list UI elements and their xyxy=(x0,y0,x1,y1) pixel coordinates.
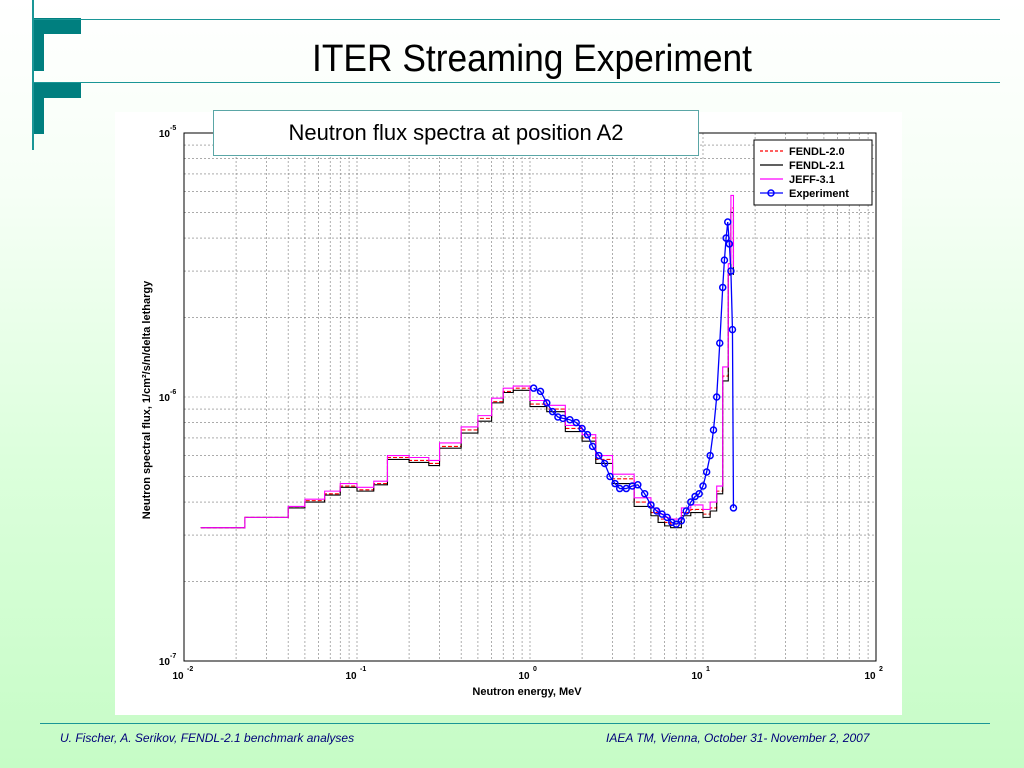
series-line-experiment xyxy=(533,221,735,525)
data-point-experiment xyxy=(695,490,703,498)
x-tick-label: 10 xyxy=(518,671,530,682)
y-tick-exponent: -5 xyxy=(170,125,176,132)
x-tick-exponent: 1 xyxy=(706,666,710,673)
accent-bar-top-vertical xyxy=(34,18,44,71)
series-line-fendl-2-1 xyxy=(200,211,735,529)
data-point-experiment xyxy=(583,430,592,439)
y-axis-label: Neutron spectral flux, 1/cm²/s/n/delta l… xyxy=(141,280,153,519)
x-axis-label: Neutron energy, MeV xyxy=(472,686,582,698)
y-tick-labels: 10-710-610-5 xyxy=(159,125,176,668)
data-point-experiment xyxy=(728,325,737,334)
data-point-experiment xyxy=(566,416,574,424)
data-point-experiment xyxy=(720,256,729,264)
chart-subtitle: Neutron flux spectra at position A2 xyxy=(213,110,699,156)
data-point-experiment xyxy=(718,283,727,292)
frame-line-below-title xyxy=(34,82,1000,83)
data-point-experiment xyxy=(706,451,714,460)
frame-line-top xyxy=(34,19,1000,20)
legend-label-fendl-2-1: FENDL-2.1 xyxy=(789,160,845,172)
data-point-experiment xyxy=(529,384,538,392)
x-tick-exponent: -2 xyxy=(187,666,193,673)
data-point-experiment xyxy=(677,516,686,525)
y-tick-label: 10 xyxy=(159,393,171,404)
accent-bar-top xyxy=(34,18,81,34)
data-point-experiment xyxy=(595,451,603,460)
series-line-jeff-3-1 xyxy=(200,194,735,529)
data-point-experiment xyxy=(652,507,661,515)
legend-label-jeff-3-1: JEFF-3.1 xyxy=(789,174,835,186)
data-point-experiment xyxy=(699,482,707,490)
data-point-experiment xyxy=(543,399,551,407)
data-point-experiment xyxy=(600,459,609,468)
legend-label-fendl-2-0: FENDL-2.0 xyxy=(789,146,845,158)
legend-marker-experiment xyxy=(767,189,775,197)
y-tick-label: 10 xyxy=(159,129,171,140)
accent-bar-bottom xyxy=(34,82,81,98)
x-tick-exponent: 0 xyxy=(533,666,537,673)
data-point-experiment xyxy=(572,418,580,427)
slide-title: ITER Streaming Experiment xyxy=(312,38,752,80)
x-tick-label: 10 xyxy=(691,671,703,682)
data-point-experiment xyxy=(578,424,586,433)
data-point-experiment xyxy=(606,472,614,481)
y-tick-exponent: -7 xyxy=(170,653,176,660)
footer-authors: U. Fischer, A. Serikov, FENDL-2.1 benchm… xyxy=(60,731,355,745)
data-point-experiment xyxy=(548,407,557,416)
data-point-experiment xyxy=(536,387,545,396)
data-point-experiment xyxy=(640,490,649,498)
data-point-experiment xyxy=(672,520,680,528)
legend-label-experiment: Experiment xyxy=(789,188,849,200)
data-point-experiment xyxy=(559,414,567,423)
data-point-experiment xyxy=(709,426,718,434)
data-point-experiment xyxy=(663,513,671,522)
accent-bar-bottom-vertical xyxy=(34,82,44,134)
x-tick-label: 10 xyxy=(864,671,876,682)
data-point-experiment xyxy=(712,393,721,401)
legend: FENDL-2.0 FENDL-2.1 JEFF-3.1 Experiment xyxy=(753,139,873,206)
data-point-experiment xyxy=(687,498,695,506)
data-point-experiment xyxy=(722,234,730,242)
data-point-experiment xyxy=(723,218,732,226)
x-tick-label: 10 xyxy=(172,671,184,682)
series-layer xyxy=(200,194,738,529)
frame-vertical-line xyxy=(32,0,34,150)
x-tick-exponent: -1 xyxy=(360,666,366,673)
data-point-experiment xyxy=(716,339,724,347)
data-point-experiment xyxy=(668,518,676,527)
data-point-experiment xyxy=(647,501,655,509)
data-point-experiment xyxy=(588,442,597,451)
data-point-experiment xyxy=(634,481,642,489)
footer-event: IAEA TM, Vienna, October 31- November 2,… xyxy=(606,731,870,745)
data-point-experiment xyxy=(611,479,619,488)
series-line-fendl-2-0 xyxy=(200,207,735,529)
data-point-experiment xyxy=(725,240,734,248)
data-point-experiment xyxy=(682,507,690,515)
data-point-experiment xyxy=(622,484,630,493)
grid-layer xyxy=(184,133,876,661)
data-point-experiment xyxy=(658,510,666,518)
y-tick-exponent: -6 xyxy=(170,389,176,396)
data-point-experiment xyxy=(702,468,711,476)
footer-rule xyxy=(40,723,990,724)
data-point-experiment xyxy=(729,504,738,512)
y-tick-label: 10 xyxy=(159,657,171,668)
x-tick-label: 10 xyxy=(345,671,357,682)
chart-panel: 10 -7 10 -6 10 -5 10 -2 10 -1 10 0 10 1 10 2 Neutron e… xyxy=(115,112,902,715)
x-tick-exponent: 2 xyxy=(879,666,883,673)
data-point-experiment xyxy=(727,267,735,275)
